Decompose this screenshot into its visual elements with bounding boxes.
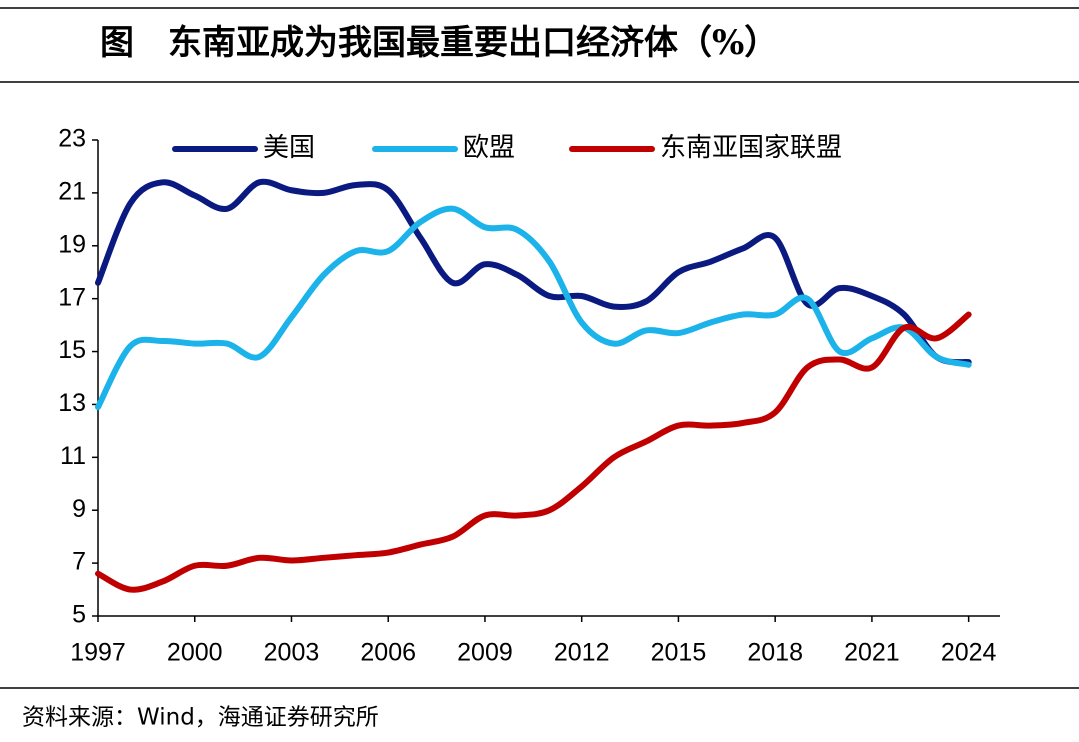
x-tick-label: 2024: [941, 639, 997, 667]
data-line: [95, 205, 972, 411]
x-tick-label: 2006: [360, 639, 416, 667]
y-tick-label: 17: [58, 283, 86, 311]
y-tick-label: 11: [60, 442, 86, 470]
x-tick-label: 2003: [264, 639, 320, 667]
data-line: [95, 178, 972, 366]
x-tick-label: 2009: [457, 639, 513, 667]
legend-label: 东南亚国家联盟: [660, 133, 842, 163]
legend-label: 美国: [263, 133, 315, 163]
y-tick-label: 13: [58, 389, 86, 417]
y-tick-label: 5: [72, 601, 86, 629]
y-tick-label: 7: [72, 548, 86, 576]
x-tick-label: 2018: [747, 639, 803, 667]
x-tick-label: 2000: [167, 639, 223, 667]
x-tick-label: 1997: [70, 639, 126, 667]
chart-title: 图 东南亚成为我国最重要出口经济体（%）: [100, 23, 778, 63]
y-tick-label: 23: [58, 125, 86, 153]
y-tick-label: 15: [58, 336, 86, 364]
source-note: 资料来源：Wind，海通证券研究所: [22, 705, 379, 731]
y-tick-label: 9: [72, 495, 86, 523]
y-tick-label: 19: [58, 230, 86, 258]
y-tick-label: 21: [58, 177, 86, 205]
data-line: [95, 311, 972, 593]
legend-label: 欧盟: [463, 133, 515, 163]
x-tick-label: 2012: [554, 639, 610, 667]
x-tick-label: 2015: [651, 639, 707, 667]
x-tick-label: 2021: [844, 639, 900, 667]
